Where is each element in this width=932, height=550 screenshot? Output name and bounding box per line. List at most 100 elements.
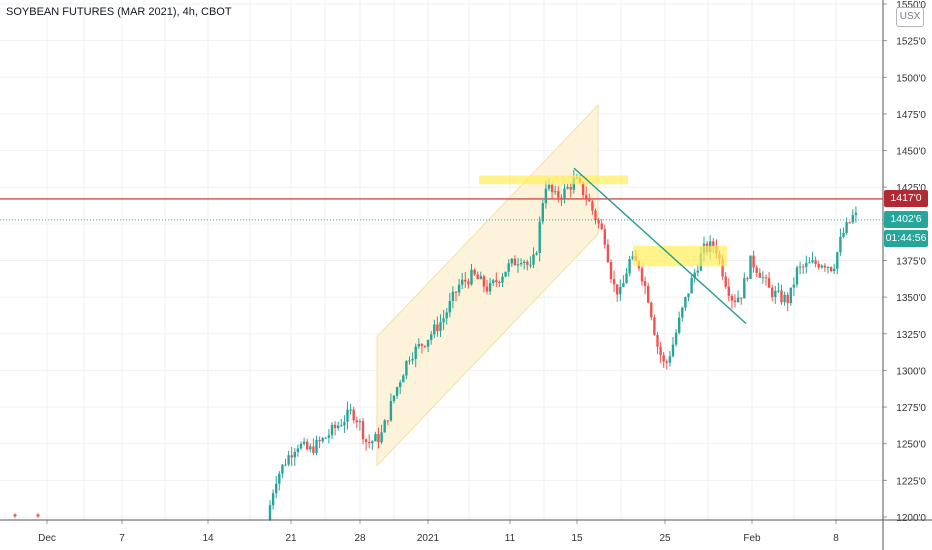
y-tick-label: 1200'0 (896, 513, 926, 524)
y-tick-label: 1300'0 (896, 366, 926, 377)
candle-body (829, 267, 833, 271)
candle-body (597, 219, 600, 224)
candle-body (464, 279, 467, 282)
candle-body (628, 259, 631, 274)
candle-body (498, 281, 501, 283)
candle-body (337, 425, 340, 429)
candle-body (290, 455, 293, 458)
candle-body (13, 514, 17, 517)
candle-body (309, 446, 312, 450)
x-tick-label: 14 (202, 533, 214, 544)
candle-body (324, 437, 327, 439)
candle-body (752, 255, 755, 268)
candle-body (417, 343, 420, 347)
candle-body (681, 307, 684, 318)
candle-body (513, 258, 517, 266)
candle-body (405, 360, 408, 376)
candle-body (420, 343, 424, 346)
candle-body (541, 203, 544, 222)
candle-body (802, 266, 805, 268)
candle-body (461, 279, 464, 285)
candle-body (569, 187, 572, 190)
y-tick-label: 1425'0 (896, 183, 926, 194)
x-tick-label: 25 (659, 533, 671, 544)
candle-body (786, 294, 789, 303)
candle-body (563, 188, 566, 199)
descending-trendline (573, 167, 747, 325)
candle-body (749, 255, 752, 279)
candle-body (600, 223, 603, 230)
candle-body (795, 267, 799, 285)
last-price-tag: 1402'6 (884, 211, 928, 229)
y-tick-label: 1475'0 (896, 110, 926, 121)
currency-badge[interactable]: USX (896, 7, 924, 27)
candle-body (585, 195, 588, 199)
candle-body (380, 432, 383, 443)
candle-body (820, 265, 823, 268)
candle-body (671, 344, 675, 357)
resistance-price-tag: 1417'0 (884, 190, 928, 208)
candle-body (538, 221, 541, 253)
candle-body (361, 421, 365, 440)
candle-body (653, 317, 656, 335)
chart-title: SOYBEAN FUTURES (MAR 2021), 4h, CBOT (6, 6, 232, 18)
candle-body (851, 215, 854, 223)
candle-body (736, 297, 740, 303)
candle-body (383, 420, 386, 433)
candle-body (619, 286, 622, 295)
candle-body (780, 290, 783, 303)
candle-body (278, 473, 281, 484)
candle-body (368, 442, 371, 444)
y-tick-label: 1325'0 (896, 330, 926, 341)
candle-body (674, 332, 678, 345)
candle-body (510, 258, 513, 264)
candle-body (659, 346, 662, 356)
candle-body (755, 267, 758, 273)
candle-body (355, 420, 358, 423)
candle-body (408, 360, 411, 362)
y-tick-label: 1525'0 (896, 37, 926, 48)
grid (0, 0, 883, 520)
candle-body (501, 276, 504, 283)
candle-body (606, 244, 610, 263)
x-tick-label: 15 (571, 533, 583, 544)
candle-body (430, 334, 433, 340)
candle-body (399, 382, 402, 388)
candle-body (603, 229, 606, 245)
candle-body (516, 264, 520, 266)
candle-body (346, 409, 349, 422)
candle-body (761, 277, 765, 279)
candle-body (377, 434, 380, 443)
candle-body (519, 263, 523, 265)
y-tick-label: 1375'0 (896, 257, 926, 268)
candle-body (817, 263, 820, 268)
candle-body (640, 268, 644, 282)
candle-body (798, 266, 802, 268)
candle-body (371, 441, 374, 444)
highlight-box-top (479, 175, 628, 185)
candle-body (693, 272, 696, 278)
candle-body (448, 301, 451, 313)
candle-body (364, 439, 368, 443)
candle-body (392, 395, 396, 401)
candle-body (622, 283, 625, 287)
candle-body (395, 387, 399, 396)
candle-body (492, 280, 495, 284)
candle-body (414, 346, 417, 359)
candle-body (612, 279, 616, 285)
y-tick-label: 1350'0 (896, 293, 926, 304)
candle-body (550, 184, 554, 193)
candle-body (327, 435, 331, 438)
candle-body (811, 260, 814, 263)
candle-body (358, 421, 362, 423)
candle-body (374, 434, 377, 442)
candle-body (823, 265, 827, 268)
x-tick-label: Feb (743, 533, 761, 544)
candle-body (275, 483, 278, 494)
candle-body (532, 254, 535, 265)
candle-body (684, 297, 687, 308)
candle-body (479, 276, 482, 280)
candle-body (36, 514, 40, 517)
candle-body (814, 260, 817, 264)
